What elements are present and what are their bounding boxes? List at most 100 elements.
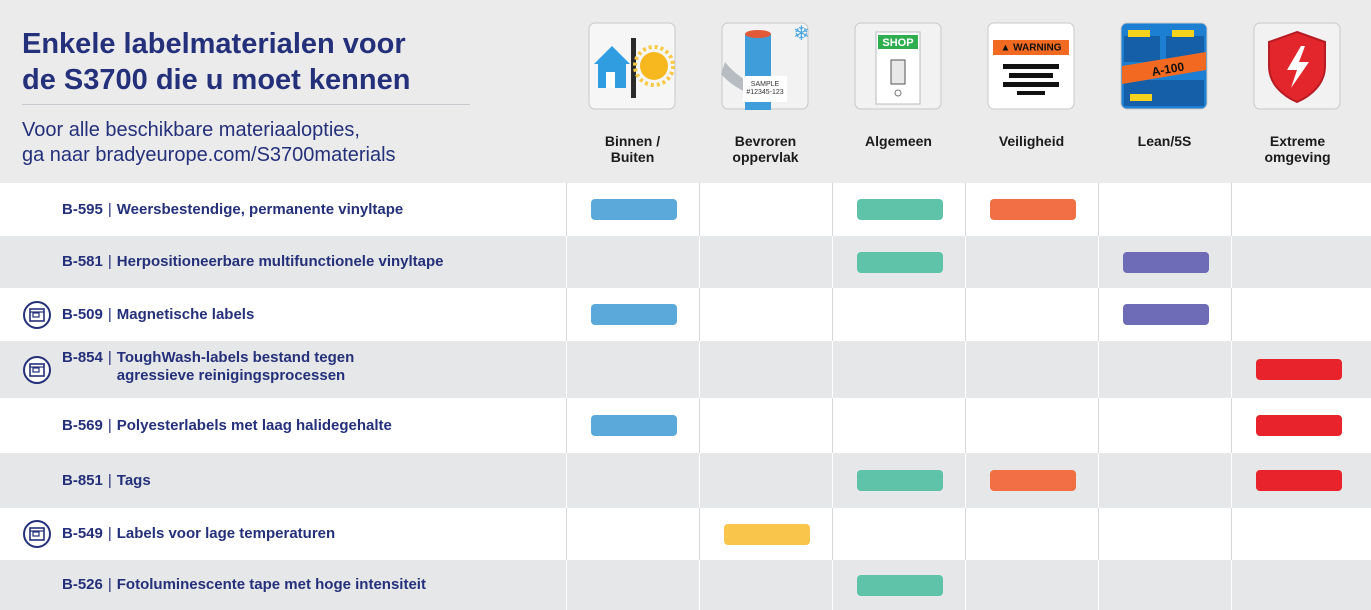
row-text: B-595 | Weersbestendige, permanente vinylt… [62, 201, 403, 219]
material-bar [590, 199, 677, 220]
material-code: B-509 [62, 305, 103, 323]
cell [699, 453, 832, 508]
cell [965, 508, 1098, 560]
icon-safety: ▲ WARNING [987, 22, 1075, 110]
material-code: B-581 [62, 253, 103, 270]
material-bar [856, 470, 943, 491]
row-text: B-854 | ToughWash-labels bestand tegen agr… [62, 349, 354, 385]
cell [832, 508, 965, 560]
cell [566, 288, 699, 341]
cell [566, 183, 699, 236]
column-label: Binnen / Buiten [604, 133, 661, 165]
material-bar [1255, 359, 1342, 380]
cell [965, 398, 1098, 453]
cell [699, 560, 832, 610]
cell [965, 288, 1098, 341]
printer-icon [23, 300, 51, 329]
cell [1098, 236, 1231, 288]
separator: | [107, 416, 112, 434]
cell [1231, 288, 1364, 341]
material-name: Weersbestendige, permanente vinyltape [116, 200, 404, 218]
material-bar [856, 574, 943, 596]
material-name: Magnetische labels [116, 305, 255, 323]
cell [965, 236, 1098, 288]
title: Enkele labelmaterialen voor de S3700 die… [22, 28, 411, 96]
row-text: B-549 | Labels voor lage temperaturen [62, 525, 335, 543]
icon-general: SHOP [854, 22, 942, 110]
cell [965, 453, 1098, 508]
cell [832, 288, 965, 341]
cell [965, 560, 1098, 610]
icon-indoor-outdoor [588, 22, 676, 110]
material-name: Tags [116, 471, 151, 489]
cell [1231, 341, 1364, 398]
cell [832, 560, 965, 610]
cell [1098, 508, 1231, 560]
table-row: B-851 | Tags [0, 453, 1371, 508]
cell [1098, 183, 1231, 236]
cell [1231, 560, 1364, 610]
separator: | [107, 576, 112, 593]
material-bar [590, 415, 677, 436]
cell [1231, 453, 1364, 508]
cell [832, 183, 965, 236]
material-bar [989, 199, 1076, 220]
cell [965, 183, 1098, 236]
material-code: B-526 [62, 576, 103, 593]
cell [699, 398, 832, 453]
cell [1098, 560, 1231, 610]
cell [1098, 398, 1231, 453]
material-bar [723, 523, 810, 545]
printer-icon [23, 355, 51, 384]
icon-frozen: SAMPLE #12345-123 ❄ [721, 22, 809, 110]
column-label: Lean/5S [1137, 133, 1192, 149]
material-bar [989, 470, 1076, 491]
material-name: Polyesterlabels met laag halidegehalte [116, 416, 392, 434]
material-code: B-595 [62, 200, 103, 218]
cell [699, 508, 832, 560]
printer-icon [23, 520, 51, 548]
cell [566, 560, 699, 610]
table-row: B-581 | Herpositioneerbare multifunctionel… [0, 236, 1371, 288]
cell [1098, 341, 1231, 398]
separator: | [107, 253, 112, 270]
material-bar [856, 199, 943, 220]
column-label: Bevroren oppervlak [732, 133, 799, 165]
material-code: B-569 [62, 416, 103, 434]
material-bar [856, 251, 943, 273]
material-name: Labels voor lage temperaturen [116, 525, 336, 542]
cell [566, 508, 699, 560]
icon-extreme [1253, 22, 1341, 110]
subtitle: Voor alle beschikbare materiaalopties, g… [22, 119, 396, 166]
cell [832, 398, 965, 453]
material-bar [1255, 470, 1342, 491]
material-name: ToughWash-labels bestand tegen agressiev… [116, 349, 355, 384]
material-bar [1122, 251, 1209, 273]
cell [832, 236, 965, 288]
separator: | [107, 471, 112, 489]
cell [566, 341, 699, 398]
row-text: B-526 | Fotoluminescente tape met hoge int… [62, 576, 426, 594]
cell [965, 341, 1098, 398]
separator: | [107, 305, 112, 323]
cell [1231, 508, 1364, 560]
column-label: Extreme omgeving [1264, 133, 1331, 165]
material-bar [590, 304, 677, 325]
separator: | [107, 200, 112, 218]
cell [699, 341, 832, 398]
table-row: B-509 | Magnetische labels [0, 288, 1371, 341]
cell [832, 453, 965, 508]
material-name: Herpositioneerbare multifunctionele viny… [116, 253, 444, 270]
separator: | [107, 525, 112, 542]
material-code: B-549 [62, 525, 103, 542]
cell [699, 288, 832, 341]
table-row: B-549 | Labels voor lage temperaturen [0, 508, 1371, 560]
cell [699, 236, 832, 288]
table-row: B-854 | ToughWash-labels bestand tegen agr… [0, 341, 1371, 398]
material-code: B-854 [62, 349, 103, 366]
cell [1098, 288, 1231, 341]
cell [566, 236, 699, 288]
cell [1231, 398, 1364, 453]
icon-lean: A-100 [1120, 22, 1208, 110]
